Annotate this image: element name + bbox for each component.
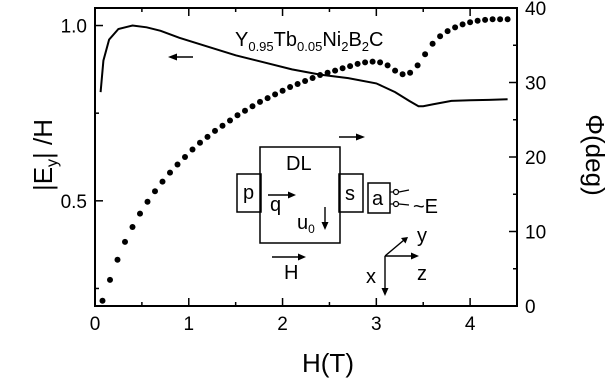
phase-point <box>399 71 406 78</box>
phase-point <box>317 72 324 78</box>
phase-point <box>362 59 369 66</box>
phase-point <box>129 224 136 230</box>
right-tick-label: 30 <box>525 74 546 95</box>
p-transducer-box <box>236 173 262 213</box>
phase-point <box>272 91 279 98</box>
a-antenna-box <box>367 182 391 214</box>
x-tick-label: 2 <box>277 314 288 335</box>
phase-point <box>159 178 166 185</box>
phase-point <box>347 63 354 70</box>
phase-point <box>249 103 256 110</box>
phase-point <box>107 276 113 283</box>
left-tick-label: 0.5 <box>61 192 87 213</box>
phase-point <box>489 16 496 23</box>
magnitude-line <box>99 24 508 108</box>
x-tick-label: 0 <box>90 314 101 335</box>
x-axis-label: x <box>366 266 376 288</box>
phase-point <box>324 69 331 76</box>
phase-point <box>482 16 489 23</box>
phase-point <box>189 146 196 153</box>
phase-point <box>437 33 444 40</box>
phase-point <box>279 87 286 94</box>
phase-point <box>422 51 429 58</box>
dl-label: DL <box>286 153 312 175</box>
phase-point <box>114 256 121 263</box>
phase-point <box>227 117 233 124</box>
phase-point <box>257 98 263 105</box>
phase-point <box>407 69 414 76</box>
phase-point <box>452 24 459 31</box>
compound-formula: Y0.95Tb0.05Ni2B2C <box>235 29 383 54</box>
phase-dots <box>99 16 511 304</box>
phase-point <box>459 21 466 28</box>
right-tick-label: 40 <box>525 0 546 20</box>
phase-point <box>144 198 151 205</box>
phase-point <box>309 75 316 81</box>
phase-point <box>302 78 309 84</box>
phase-point <box>219 122 226 129</box>
s-sample-box <box>338 173 364 213</box>
left-tick-label: 1.0 <box>61 17 87 38</box>
right-tick-label: 0 <box>525 297 536 318</box>
phase-point <box>167 169 173 176</box>
phase-point <box>234 112 241 119</box>
arrow-to-right-axis <box>339 133 365 141</box>
phase-point <box>414 62 421 69</box>
phase-point <box>197 139 203 146</box>
phase-point <box>497 16 504 23</box>
x-tick-label: 4 <box>465 314 476 335</box>
phase-point <box>294 81 301 87</box>
axis-tick-labels: 0 1 2 3 4 0.5 1.0 0 10 20 30 40 <box>61 0 547 335</box>
phase-point <box>182 154 188 160</box>
phase-point <box>174 161 181 168</box>
phase-point <box>99 297 106 304</box>
y-axis-label: y <box>417 225 427 247</box>
q-label: q <box>270 194 281 216</box>
z-axis-label: z <box>417 263 427 285</box>
phase-point <box>287 84 294 90</box>
phase-point <box>339 65 346 72</box>
phase-point <box>444 28 451 35</box>
phase-point <box>354 60 361 67</box>
x-axis-title: H(T) <box>302 348 354 378</box>
a-label: a <box>372 188 384 210</box>
phase-point <box>392 67 399 74</box>
phase-point <box>122 238 128 245</box>
phase-point <box>504 16 511 23</box>
phase-point <box>204 133 211 140</box>
phase-point <box>242 107 248 114</box>
phase-point <box>264 95 271 102</box>
phase-point <box>384 62 391 69</box>
phase-point <box>332 67 339 74</box>
right-tick-label: 10 <box>525 223 546 244</box>
experiment-schematic: DL p s a q u0 ~E H y z x <box>236 146 438 296</box>
delay-line-box <box>259 146 341 244</box>
svg-text:Φ(deg): Φ(deg) <box>580 114 610 195</box>
x-tick-label: 1 <box>183 314 194 335</box>
arrow-to-left-axis <box>168 53 193 61</box>
phase-point <box>137 210 143 217</box>
axis-ticks <box>94 7 518 307</box>
phase-point <box>474 17 481 24</box>
phase-point <box>377 59 384 66</box>
svg-text:|Ey| /H: |Ey| /H <box>28 119 61 191</box>
p-label: p <box>243 182 254 204</box>
svg-text:H(T): H(T) <box>302 348 354 378</box>
phase-point <box>429 40 436 47</box>
u-label: u0 <box>297 212 315 236</box>
s-label: s <box>345 183 355 205</box>
phase-point <box>212 127 218 134</box>
phase-point <box>152 188 158 195</box>
left-axis-title: |Ey| /H <box>28 119 61 191</box>
x-tick-label: 3 <box>371 314 382 335</box>
h-label: H <box>284 262 298 284</box>
right-axis-title: Φ(deg) <box>580 114 610 195</box>
phase-point <box>467 19 474 26</box>
left-axis-sub: y <box>44 159 61 167</box>
right-tick-label: 20 <box>525 148 546 169</box>
phase-point <box>369 58 376 65</box>
e-label: ~E <box>413 196 438 218</box>
